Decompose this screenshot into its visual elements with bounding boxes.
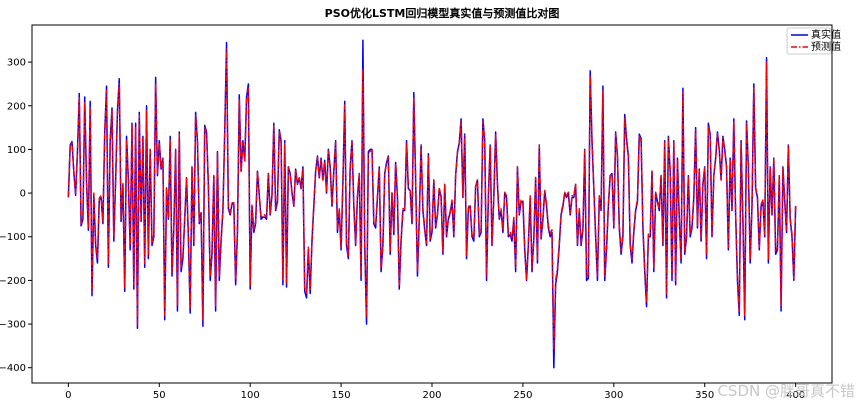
watermark: CSDN @胖哥真不错 xyxy=(717,382,855,400)
y-tick-label: −200 xyxy=(0,276,26,287)
y-axis: 300 200 100 0 −100 −200 −300 −400 xyxy=(0,58,32,374)
y-tick-label: 0 xyxy=(20,189,26,200)
y-tick-label: −300 xyxy=(0,320,26,331)
x-tick-label: 100 xyxy=(241,390,260,401)
legend-label-predicted: 预测值 xyxy=(811,40,841,53)
chart-title: PSO优化LSTM回归模型真实值与预测值比对图 xyxy=(325,6,560,20)
x-tick-label: 250 xyxy=(513,390,532,401)
x-tick-label: 400 xyxy=(786,390,805,401)
y-tick-label: 300 xyxy=(7,58,26,69)
x-tick-label: 300 xyxy=(604,390,623,401)
x-tick-label: 50 xyxy=(153,390,166,401)
x-axis: 0 50 100 150 200 250 300 350 400 xyxy=(65,383,805,401)
x-tick-label: 150 xyxy=(332,390,351,401)
x-tick-label: 350 xyxy=(695,390,714,401)
series-layer xyxy=(67,39,797,369)
y-tick-label: −100 xyxy=(0,232,26,243)
y-tick-label: 100 xyxy=(7,145,26,156)
x-tick-label: 0 xyxy=(65,390,71,401)
x-tick-label: 200 xyxy=(422,390,441,401)
legend: 真实值 预测值 xyxy=(786,27,841,55)
legend-label-true: 真实值 xyxy=(811,28,841,41)
y-tick-label: 200 xyxy=(7,101,26,112)
y-tick-label: −400 xyxy=(0,363,26,374)
series-line-predicted xyxy=(67,48,797,352)
